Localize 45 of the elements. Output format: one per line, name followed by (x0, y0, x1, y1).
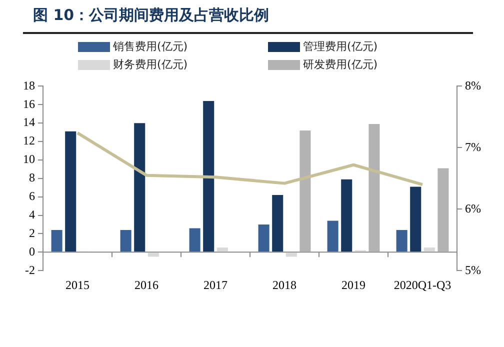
x-tick-label: 2016 (134, 278, 158, 292)
bar (203, 100, 214, 252)
bar (189, 228, 200, 252)
x-tick-label: 2017 (204, 278, 228, 292)
bar (216, 248, 228, 252)
legend-label: 销售费用(亿元) (112, 39, 189, 54)
bar (341, 179, 352, 252)
bar (424, 248, 435, 252)
bar (65, 131, 76, 252)
bar (286, 252, 297, 257)
bar (134, 123, 146, 252)
bar (51, 230, 62, 252)
y-tick-label: 6 (29, 188, 35, 203)
x-tick-label: 2020Q1-Q3 (394, 278, 452, 292)
y-tick-label: 0 (29, 244, 35, 258)
bar (300, 130, 311, 252)
legend-label: 研发费用(亿元) (302, 57, 379, 72)
x-tick-label: 2015 (66, 278, 90, 292)
y-tick-label: 2 (29, 226, 35, 240)
y2-tick-label: 5% (465, 262, 482, 277)
bar (368, 124, 380, 252)
bar (258, 224, 270, 252)
bar (396, 230, 408, 252)
chart-title: 图 10：公司期间费用及占营收比例 (33, 6, 270, 25)
bar (327, 220, 338, 252)
y-tick-label: -2 (25, 262, 35, 277)
bar (272, 194, 284, 252)
y-tick-label: 8 (29, 170, 35, 185)
bar (410, 186, 422, 252)
y-tick-label: 14 (23, 115, 35, 130)
y-tick-label: 10 (23, 152, 35, 166)
bar (438, 168, 449, 252)
y2-tick-label: 8% (465, 78, 482, 92)
y2-tick-label: 6% (465, 201, 482, 216)
y-tick-label: 18 (23, 78, 35, 92)
bar (148, 252, 159, 257)
y-tick-label: 16 (23, 96, 35, 111)
bar (120, 230, 132, 252)
x-tick-label: 2018 (272, 278, 296, 292)
legend-label: 管理费用(亿元) (302, 39, 379, 54)
y2-tick-label: 7% (465, 140, 482, 154)
y-tick-label: 12 (23, 134, 35, 148)
legend-label: 财务费用(亿元) (112, 57, 189, 72)
y-tick-label: 4 (29, 207, 35, 222)
x-tick-label: 2019 (342, 278, 366, 292)
